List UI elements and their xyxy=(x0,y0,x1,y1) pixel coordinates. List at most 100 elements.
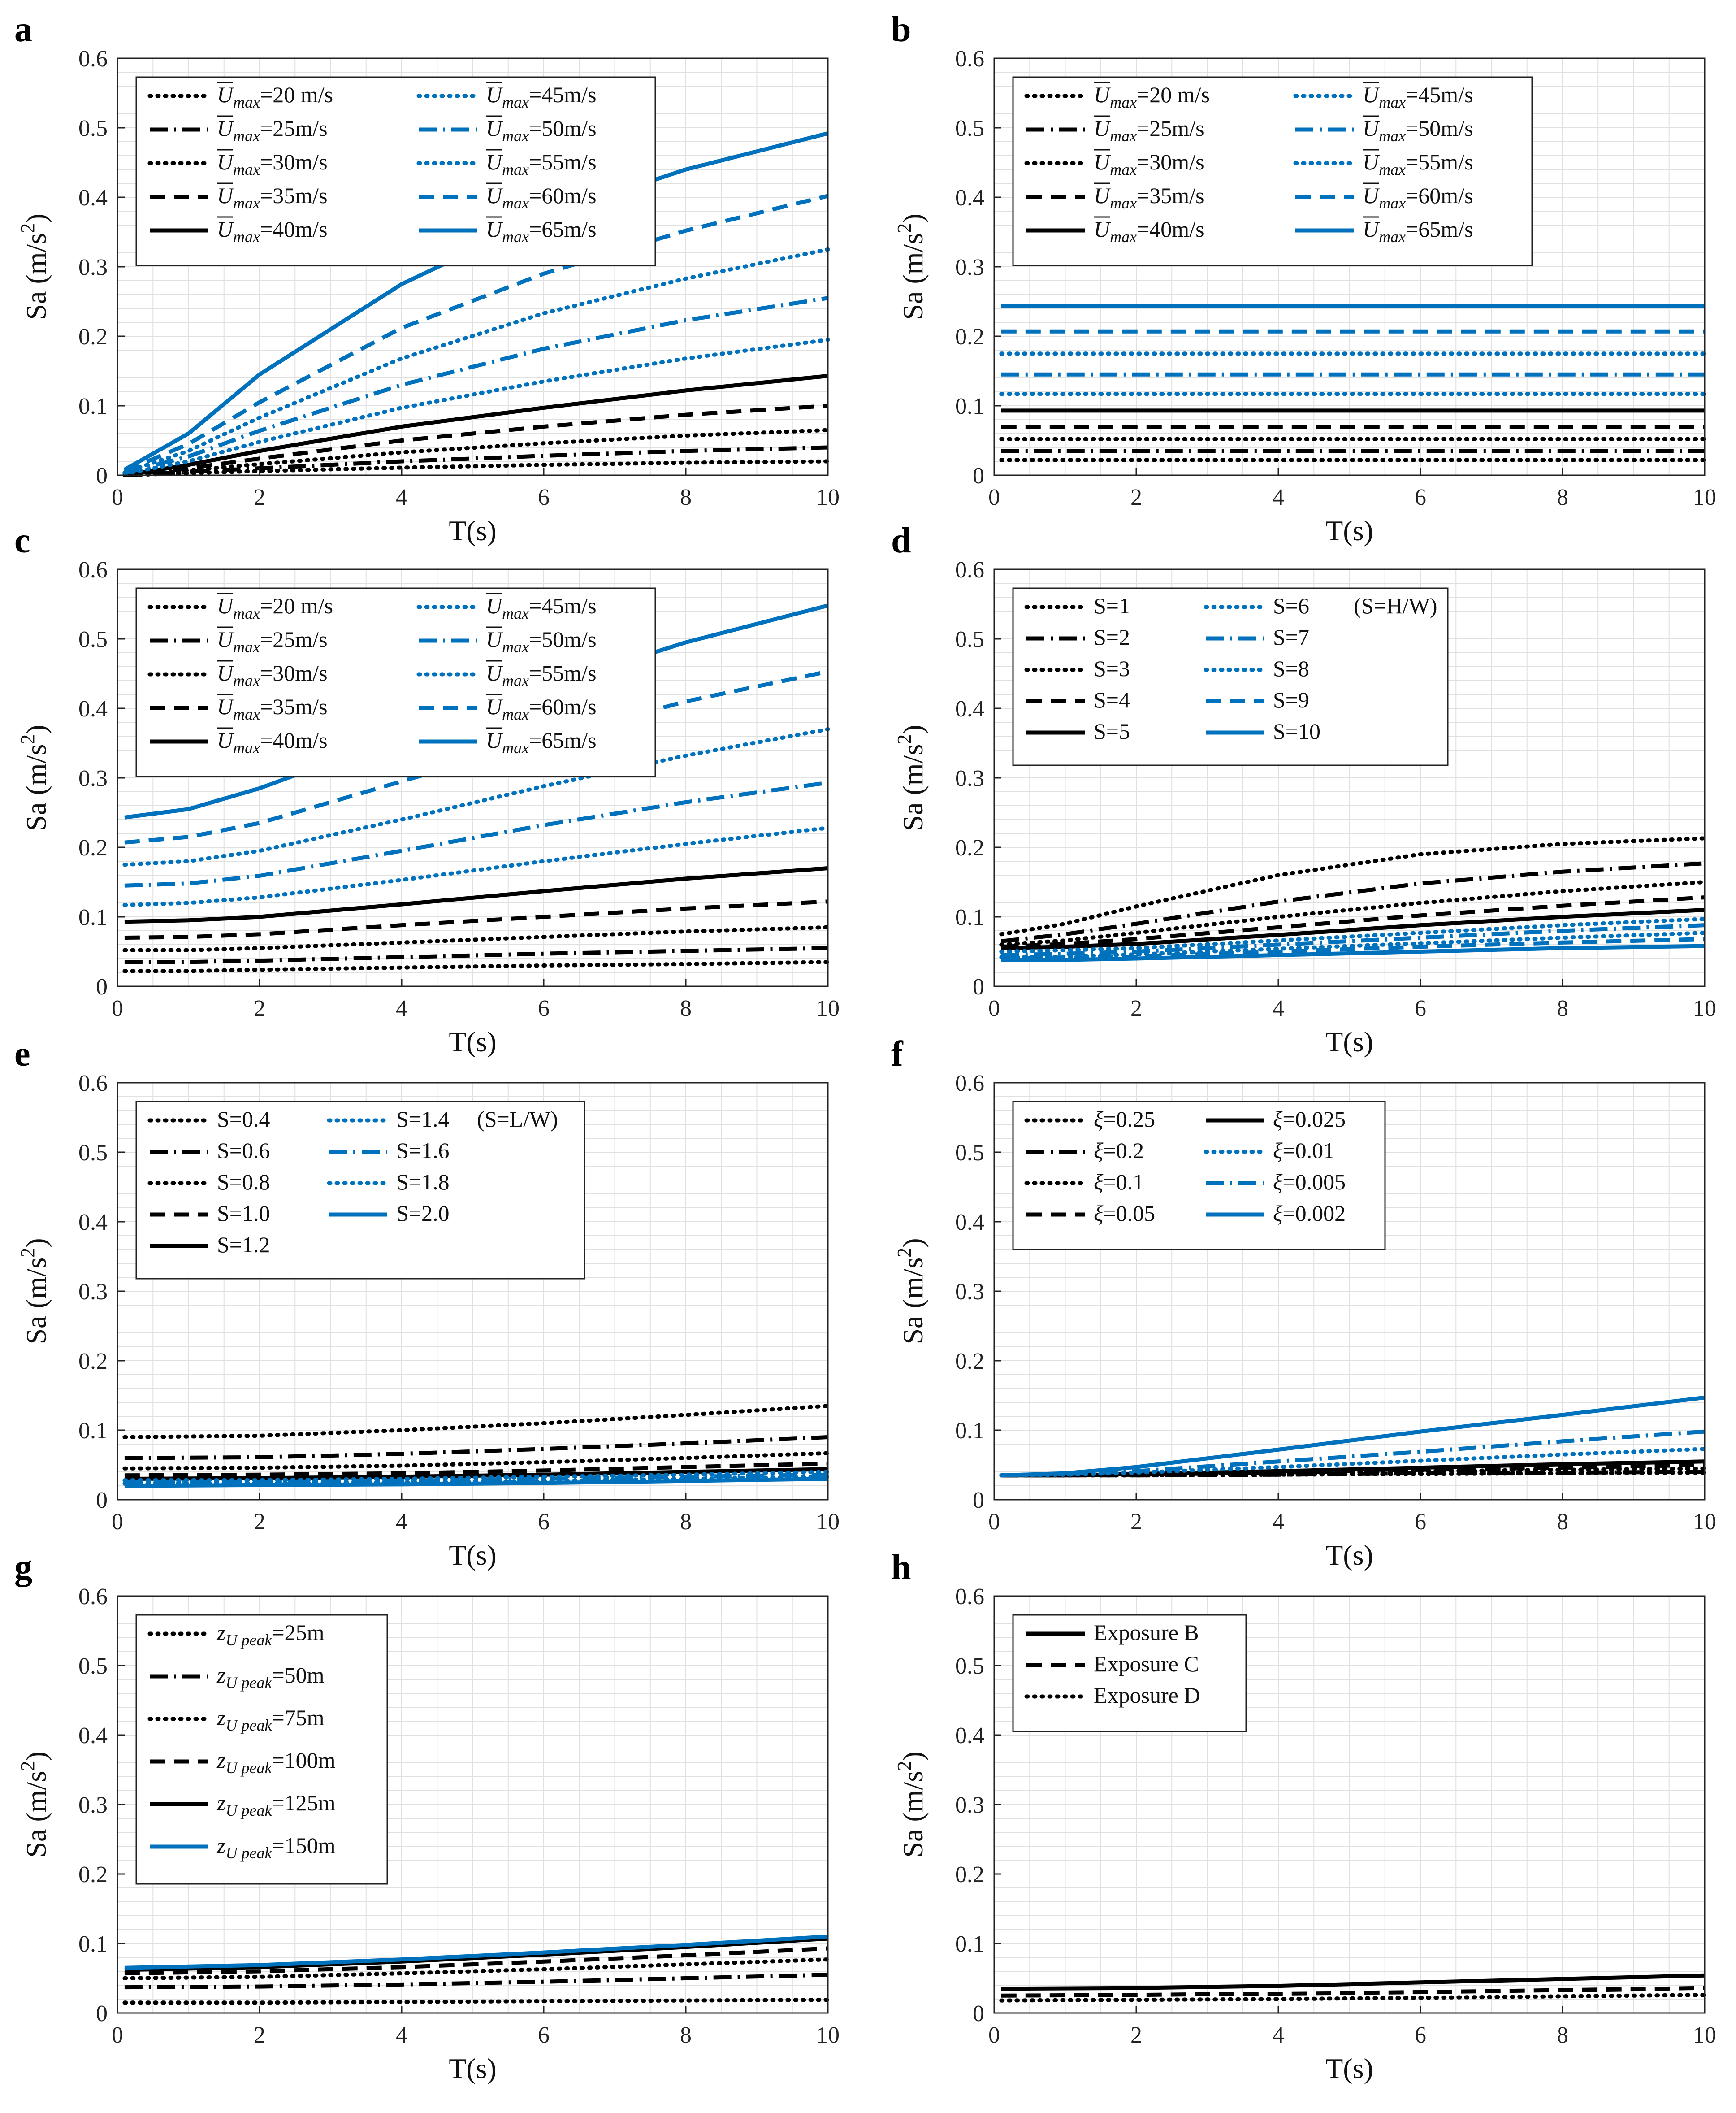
y-tick-label: 0.3 xyxy=(78,1279,108,1305)
x-tick-label: 2 xyxy=(254,1509,265,1535)
y-axis-label-g: Sa (m/s2) xyxy=(17,1751,52,1857)
legend-box xyxy=(135,76,656,266)
y-tick-label: 0.5 xyxy=(78,1140,108,1166)
series-line-a-0 xyxy=(122,459,830,477)
legend-f: ξ=0.25 ξ=0.2 ξ=0.1 ξ=0.05 ξ=0.025 ξ=0.01 ξ=0.0… xyxy=(1012,1101,1386,1250)
legend-label: ξ=0.1 xyxy=(1094,1169,1144,1194)
series-line-h-1 xyxy=(1001,1986,1705,1998)
series-line-d-6 xyxy=(1001,923,1705,957)
y-tick-label: 0.1 xyxy=(78,1931,108,1957)
y-axis-label-h: Sa (m/s2) xyxy=(893,1751,929,1857)
y-tick-label: 0.2 xyxy=(78,835,108,861)
series-line-e-6 xyxy=(124,1472,828,1484)
x-tick-label: 8 xyxy=(680,485,692,510)
series-line-c-4 xyxy=(124,866,828,924)
x-axis-label-f: T(s) xyxy=(1325,1539,1373,1571)
y-tick-label: 0.1 xyxy=(78,394,108,419)
y-tick-label: 0.4 xyxy=(78,1723,108,1749)
legend-label: Umax=35m/s xyxy=(217,694,328,723)
y-tick-label: 0.6 xyxy=(955,1071,984,1096)
series-line-e-1 xyxy=(124,1435,828,1460)
x-tick-label: 8 xyxy=(1557,1509,1568,1535)
legend-label: Umax=35m/s xyxy=(217,183,328,212)
x-tick-label: 8 xyxy=(1557,996,1568,1021)
y-axis-label-c: Sa (m/s2) xyxy=(17,725,52,831)
legend-h: Exposure B Exposure C Exposure D xyxy=(1012,1614,1247,1732)
x-tick-label: 8 xyxy=(680,1509,692,1535)
legend-d: S=1 S=2 S=3 S=4 S=5 S=6 S=7 S=8 S=9 S=10 (S=H/W) xyxy=(1012,587,1449,766)
series-line-d-2 xyxy=(999,880,1707,947)
series-line-g-5 xyxy=(124,1935,828,1970)
x-tick-label: 6 xyxy=(538,996,550,1021)
x-axis-label-b: T(s) xyxy=(1325,515,1373,547)
series-line-a-1 xyxy=(124,445,828,477)
legend-label: S=6 xyxy=(1273,593,1309,618)
y-axis-label-b: Sa (m/s2) xyxy=(893,213,929,320)
legend-label: Exposure D xyxy=(1094,1683,1200,1708)
series-line-a-5 xyxy=(122,338,830,476)
legend-label: S=10 xyxy=(1273,719,1320,744)
x-tick-label: 10 xyxy=(816,1509,840,1535)
legend-label: S=1.4 xyxy=(396,1106,450,1132)
legend-label: ξ=0.01 xyxy=(1273,1138,1334,1163)
y-tick-label: 0.1 xyxy=(955,394,984,419)
x-tick-label: 2 xyxy=(254,485,265,510)
legend-label: Umax=20 m/s xyxy=(217,593,333,622)
y-tick-label: 0.1 xyxy=(955,1418,984,1444)
legend-label: Umax=60m/s xyxy=(486,694,597,723)
series-line-c-6 xyxy=(124,781,828,888)
panel-letter-d: d xyxy=(891,521,911,560)
legend-label: zU peak=50m xyxy=(216,1662,325,1692)
y-tick-label: 0.6 xyxy=(78,557,108,583)
series-line-c-3 xyxy=(124,899,828,940)
series-line-g-3 xyxy=(124,1946,828,1976)
y-tick-label: 0.4 xyxy=(78,1210,108,1235)
y-tick-label: 0 xyxy=(96,2001,108,2026)
x-tick-label: 0 xyxy=(112,485,123,510)
y-tick-label: 0.2 xyxy=(955,324,984,350)
legend-box xyxy=(1012,1101,1386,1250)
legend-label: S=0.4 xyxy=(217,1106,270,1132)
x-tick-label: 6 xyxy=(1415,1509,1426,1535)
x-tick-label: 2 xyxy=(1130,996,1142,1021)
panel-c: c 0 2 4 6 8 10 0 0.1 0.2 0.3 0.4 0.5 0.6 T(s) Sa (m/s2)… xyxy=(14,521,840,1058)
legend-label: S=1.6 xyxy=(396,1138,450,1163)
x-tick-label: 8 xyxy=(1557,2022,1568,2048)
y-tick-label: 0.3 xyxy=(78,766,108,791)
y-tick-label: 0 xyxy=(973,1488,984,1513)
legend-label: zU peak=125m xyxy=(216,1790,336,1819)
legend-label: Umax=55m/s xyxy=(1363,149,1473,178)
y-tick-label: 0.3 xyxy=(955,1279,984,1305)
y-tick-label: 0.2 xyxy=(955,1862,984,1887)
y-tick-label: 0.6 xyxy=(955,557,984,583)
y-tick-label: 0 xyxy=(96,463,108,489)
series-line-a-4 xyxy=(124,373,828,477)
series-line-e-0 xyxy=(122,1404,830,1439)
legend-label: S=0.6 xyxy=(217,1138,270,1163)
legend-g: zU peak=25m zU peak=50m zU peak=75m zU peak… xyxy=(135,1614,388,1885)
x-tick-label: 4 xyxy=(396,2022,407,2048)
y-tick-label: 0.1 xyxy=(955,1931,984,1957)
legend-box xyxy=(135,1101,585,1280)
panel-letter-e: e xyxy=(14,1034,30,1074)
panel-letter-g: g xyxy=(14,1548,32,1587)
legend-box xyxy=(1012,587,1449,766)
series-line-c-1 xyxy=(124,946,828,964)
x-axis-label-h: T(s) xyxy=(1325,2052,1373,2084)
legend-label: S=8 xyxy=(1273,656,1309,681)
series-line-e-2 xyxy=(122,1451,830,1471)
legend-label: S=1.2 xyxy=(217,1232,270,1257)
series-line-g-1 xyxy=(124,1973,828,1990)
panel-a: a 0 2 4 6 8 10 0 0.1 0.2 0.3 0.4 0.5 0.6 T(s) Sa (m/s2)… xyxy=(14,10,840,547)
legend-label: Umax=20 m/s xyxy=(1094,82,1210,111)
legend-label: Umax=55m/s xyxy=(486,149,597,178)
legend-box xyxy=(1012,76,1533,266)
y-tick-label: 0.5 xyxy=(78,1653,108,1679)
panel-h: h 0 2 4 6 8 10 0 0.1 0.2 0.3 0.4 0.5 0.6 T(s) Sa (m/s2)… xyxy=(891,1548,1716,2084)
x-axis-label-a: T(s) xyxy=(449,515,497,547)
series-line-g-2 xyxy=(122,1957,830,1980)
x-axis-label-g: T(s) xyxy=(449,2052,497,2084)
legend-label: Umax=45m/s xyxy=(1363,82,1473,111)
series-line-h-0 xyxy=(1001,1973,1705,1991)
series-line-g-0 xyxy=(122,1998,830,2005)
